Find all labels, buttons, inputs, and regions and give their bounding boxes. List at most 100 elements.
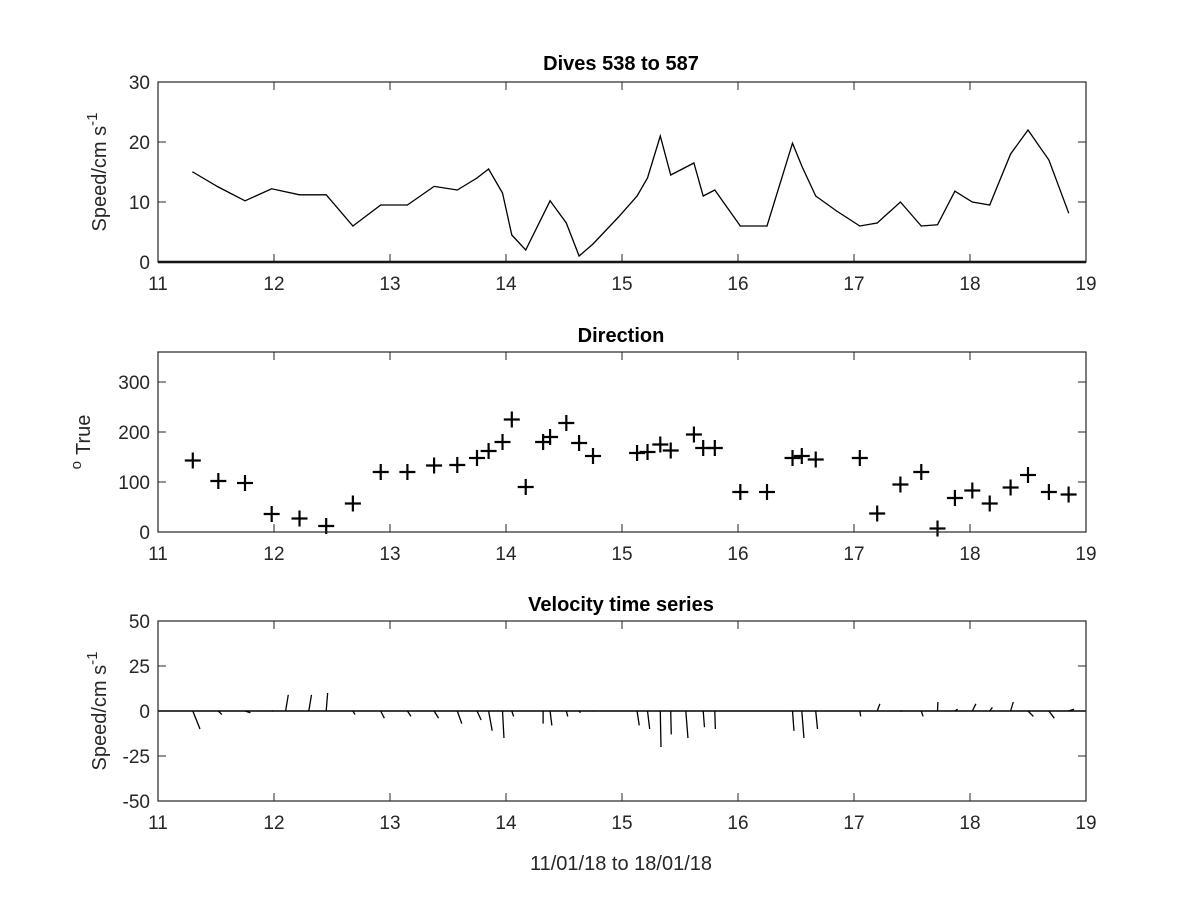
velocity-stick	[702, 710, 706, 728]
direction-point	[449, 457, 466, 473]
speed-point	[989, 204, 991, 206]
velocity-stick	[456, 710, 463, 724]
speed-point	[192, 171, 194, 173]
direction-title: Direction	[578, 325, 665, 347]
speed-point	[298, 194, 301, 196]
direction-point	[964, 482, 981, 499]
direction-point	[372, 464, 389, 480]
x-tick-label: 11	[148, 813, 168, 834]
direction-point	[784, 450, 801, 466]
x-tick-label: 16	[727, 544, 748, 565]
x-tick-label: 14	[495, 813, 517, 834]
direction-ylabel-text: True	[73, 415, 95, 455]
speed-point	[244, 200, 246, 202]
direction-point	[184, 452, 201, 469]
direction-point	[851, 450, 868, 466]
velocity-xlabel: 11/01/18 to 18/01/18	[530, 853, 712, 875]
velocity-stick	[646, 710, 651, 730]
y-tick-label: 200	[118, 423, 150, 444]
velocity-stick	[714, 710, 716, 730]
velocity-stick	[659, 710, 662, 748]
direction-point	[1002, 479, 1019, 496]
direction-point	[399, 464, 416, 480]
direction-point	[869, 505, 886, 522]
velocity-stick	[352, 710, 356, 715]
velocity-panel: Velocity time series Speed/cm s-1 11 12 13…	[84, 594, 1097, 875]
direction-point	[913, 464, 930, 480]
velocity-stick	[801, 710, 805, 739]
x-tick-label: 12	[263, 544, 284, 565]
direction-point	[759, 484, 775, 500]
velocity-ylabel: Speed/cm s-1	[84, 652, 111, 771]
x-tick-label: 13	[379, 813, 400, 834]
velocity-stick	[284, 694, 289, 712]
direction-point	[469, 450, 485, 466]
direction-axes-frame	[157, 351, 1087, 533]
speed-point	[525, 249, 527, 251]
y-tick-label: 0	[139, 702, 150, 723]
speed-ylabel-text: Speed/cm s	[89, 126, 111, 232]
speed-point	[766, 225, 768, 227]
velocity-stick	[989, 707, 993, 712]
velocity-stick	[406, 710, 412, 717]
speed-point	[380, 204, 382, 206]
x-tick-label: 11	[148, 544, 168, 565]
speed-point	[406, 204, 408, 206]
velocity-stick	[685, 710, 689, 739]
x-tick-label: 16	[727, 274, 748, 295]
x-tick-label: 17	[843, 274, 864, 295]
x-tick-label: 13	[379, 274, 400, 295]
y-tick-label: 0	[139, 253, 150, 274]
speed-point	[636, 195, 638, 197]
x-tick-label: 13	[379, 544, 400, 565]
x-tick-label: 12	[263, 274, 284, 295]
velocity-stick	[549, 710, 553, 726]
x-tick-label: 17	[843, 813, 864, 834]
direction-point	[237, 475, 253, 491]
direction-point	[929, 520, 946, 537]
velocity-stick	[217, 710, 223, 716]
speed-point	[217, 186, 219, 188]
velocity-axes-frame	[157, 620, 1087, 802]
velocity-stick	[433, 710, 440, 719]
x-tick-label: 17	[843, 544, 864, 565]
speed-point	[920, 225, 922, 227]
direction-point	[291, 510, 308, 527]
direction-point	[503, 411, 520, 428]
velocity-stick	[192, 710, 201, 730]
x-tick-label: 18	[959, 544, 980, 565]
speed-point	[876, 222, 878, 224]
velocity-stick	[971, 703, 977, 712]
speed-point	[659, 135, 661, 137]
speed-point	[501, 192, 504, 194]
speed-point	[739, 225, 741, 227]
y-tick-label: -50	[123, 792, 150, 813]
y-tick-label: 25	[129, 657, 150, 678]
velocity-stick	[476, 710, 482, 721]
speed-point	[325, 194, 327, 196]
speed-point	[859, 225, 861, 227]
speed-point	[456, 189, 458, 191]
direction-point	[793, 448, 810, 464]
speed-point	[271, 188, 273, 190]
x-tick-label: 18	[959, 813, 980, 834]
speed-point	[488, 168, 490, 170]
speed-point	[511, 234, 513, 236]
speed-point	[565, 222, 567, 224]
velocity-ylabel-text: Speed/cm s	[89, 665, 111, 771]
speed-ylabel: Speed/cm s-1	[84, 113, 111, 232]
x-tick-label: 19	[1075, 544, 1096, 565]
speed-point	[646, 177, 649, 179]
direction-point	[652, 436, 669, 453]
speed-point	[549, 200, 551, 202]
x-tick-label: 19	[1075, 813, 1096, 834]
speed-ylabel-superscript: -1	[84, 113, 101, 126]
velocity-ylabel-superscript: -1	[84, 652, 101, 665]
direction-point	[892, 476, 909, 493]
direction-point	[318, 518, 335, 534]
direction-panel: Direction o True 11 12 13 14 15 16 17 18 19 0 100 20…	[68, 325, 1097, 565]
velocity-stick	[244, 710, 251, 714]
velocity-plot-area: 11 12 13 14 15 16 17 18 19 -50 -25 0 25 50	[123, 612, 1097, 834]
direction-point	[685, 426, 702, 443]
